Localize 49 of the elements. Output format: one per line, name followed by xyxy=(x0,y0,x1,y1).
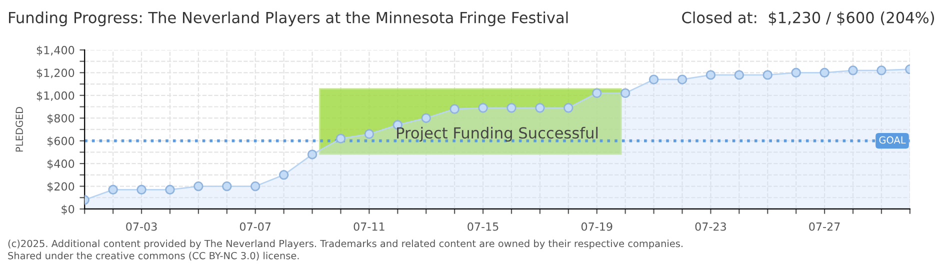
y-tick-label: $400 xyxy=(48,159,74,170)
x-tick-label: 07-15 xyxy=(468,222,498,231)
annotation: Project Funding Successful xyxy=(397,126,598,142)
y-tick-label: $1,400 xyxy=(36,46,74,56)
point xyxy=(564,103,574,113)
point xyxy=(194,181,204,192)
point xyxy=(535,103,545,113)
point xyxy=(364,129,374,139)
point xyxy=(592,88,602,98)
y-tick-label: $600 xyxy=(48,136,74,147)
point xyxy=(136,184,146,195)
point xyxy=(734,70,744,80)
point xyxy=(278,170,289,180)
point xyxy=(762,70,772,80)
point xyxy=(820,68,830,78)
y-tick-label: $200 xyxy=(48,182,74,192)
y-tick-label: $1,200 xyxy=(36,68,74,79)
point xyxy=(307,150,318,160)
text: (c)2025. Additional content provided by The Neverland Players. Trademarks and related content are owned by their respective companies. xyxy=(8,240,682,250)
point xyxy=(706,70,716,80)
point xyxy=(791,68,801,78)
y-tick-label: $800 xyxy=(48,114,74,124)
point xyxy=(336,134,346,144)
y-tick-label: $1,000 xyxy=(36,91,74,102)
point xyxy=(222,181,232,192)
x-tick-label: 07-11 xyxy=(354,222,384,231)
point xyxy=(250,181,260,192)
y-axis-title: PLEDGED xyxy=(16,107,24,152)
point xyxy=(506,103,516,113)
x-tick-label: 07-23 xyxy=(695,222,726,231)
x-tick-label: 07-19 xyxy=(581,222,612,231)
text: Shared under the creative commons (CC BY-NC 3.0) license. xyxy=(8,252,299,260)
point xyxy=(648,74,659,84)
point xyxy=(450,104,460,114)
x-tick-label: 07-03 xyxy=(126,222,157,231)
chart-subtitle: Closed at: $1,230 / $600 (204%) xyxy=(682,12,934,26)
chart-title: Funding Progress: The Neverland Players at the Minnesota Fringe Festival xyxy=(9,12,568,26)
point xyxy=(677,74,688,84)
point xyxy=(848,66,858,76)
y-tick-label: $0 xyxy=(62,204,74,215)
x-tick-label: 07-07 xyxy=(240,222,271,231)
point xyxy=(108,184,118,195)
point xyxy=(478,103,488,113)
x-tick-label: 07-27 xyxy=(809,222,840,231)
point xyxy=(876,66,886,76)
ref-line-label: GOAL xyxy=(879,136,906,144)
point xyxy=(165,184,175,195)
point xyxy=(620,88,630,98)
point xyxy=(421,113,431,123)
